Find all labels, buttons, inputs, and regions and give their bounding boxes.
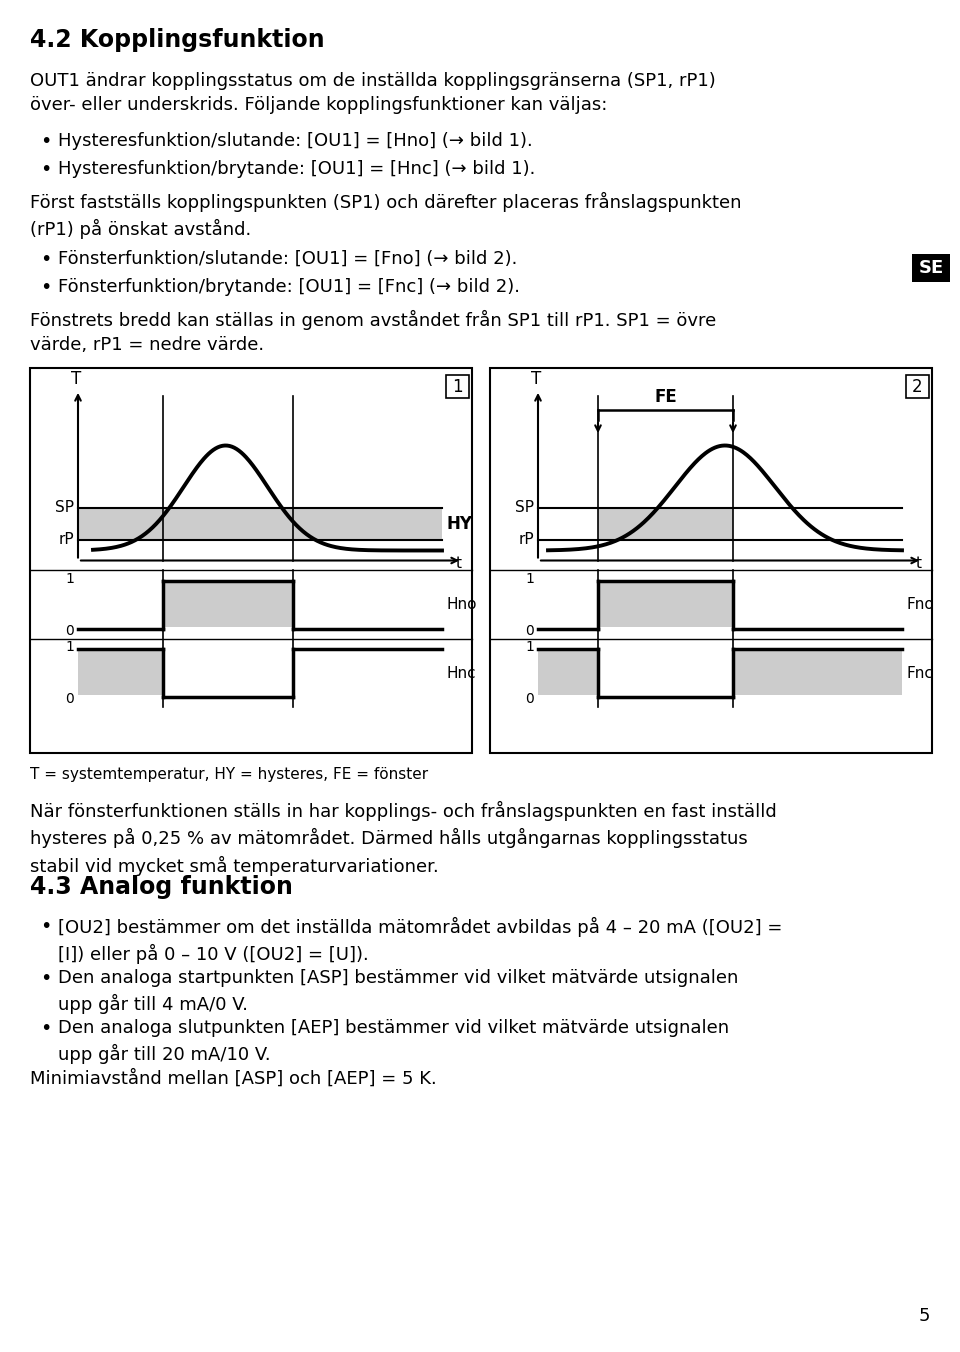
- Text: 0: 0: [65, 623, 74, 638]
- Text: Fönsterfunktion/brytande: [OU1] = [Fnc] (→ bild 2).: Fönsterfunktion/brytande: [OU1] = [Fnc] …: [58, 279, 520, 296]
- Text: 1: 1: [525, 572, 534, 585]
- Bar: [446, 375, 469, 397]
- Text: •: •: [40, 160, 52, 178]
- Text: T = systemtemperatur, HY = hysteres, FE = fönster: T = systemtemperatur, HY = hysteres, FE …: [30, 767, 428, 781]
- Text: Först fastställs kopplingspunkten (SP1) och därefter placeras frånslagspunkten
(: Först fastställs kopplingspunkten (SP1) …: [30, 192, 741, 239]
- Text: När fönsterfunktionen ställs in har kopplings- och frånslagspunkten en fast inst: När fönsterfunktionen ställs in har kopp…: [30, 800, 777, 876]
- Text: T: T: [531, 370, 541, 388]
- Text: Fnc: Fnc: [907, 665, 934, 681]
- Text: 1: 1: [65, 572, 74, 585]
- Bar: [78, 652, 163, 695]
- Text: SE: SE: [919, 260, 944, 277]
- Text: rP: rP: [59, 533, 74, 548]
- Text: OUT1 ändrar kopplingsstatus om de inställda kopplingsgränserna (SP1, rP1)
över- : OUT1 ändrar kopplingsstatus om de instäl…: [30, 72, 716, 115]
- Text: Hnc: Hnc: [447, 665, 476, 681]
- Text: 0: 0: [525, 692, 534, 706]
- Text: •: •: [40, 250, 52, 269]
- Text: •: •: [40, 1019, 52, 1038]
- Bar: [733, 652, 902, 695]
- Bar: [490, 368, 932, 753]
- Text: Fno: Fno: [907, 598, 935, 612]
- Text: Fönstrets bredd kan ställas in genom avståndet från SP1 till rP1. SP1 = övre
vär: Fönstrets bredd kan ställas in genom avs…: [30, 310, 716, 354]
- Text: 5: 5: [919, 1307, 930, 1325]
- Text: •: •: [40, 917, 52, 936]
- Text: 4.3 Analog funktion: 4.3 Analog funktion: [30, 875, 293, 899]
- Text: 4.2 Kopplingsfunktion: 4.2 Kopplingsfunktion: [30, 28, 324, 51]
- Text: Hysteresfunktion/brytande: [OU1] = [Hnc] (→ bild 1).: Hysteresfunktion/brytande: [OU1] = [Hnc]…: [58, 160, 536, 178]
- Text: t: t: [916, 556, 922, 571]
- Bar: [163, 583, 293, 626]
- Text: SP: SP: [515, 500, 534, 515]
- Bar: [30, 368, 472, 753]
- Text: 1: 1: [525, 641, 534, 654]
- Text: rP: rP: [518, 533, 534, 548]
- Text: 2: 2: [912, 377, 923, 396]
- Bar: [598, 508, 733, 539]
- Text: t: t: [456, 556, 462, 571]
- Text: Fönsterfunktion/slutande: [OU1] = [Fno] (→ bild 2).: Fönsterfunktion/slutande: [OU1] = [Fno] …: [58, 250, 517, 268]
- Text: •: •: [40, 279, 52, 297]
- Text: Den analoga startpunkten [ASP] bestämmer vid vilket mätvärde utsignalen
upp går : Den analoga startpunkten [ASP] bestämmer…: [58, 969, 738, 1014]
- Text: SP: SP: [55, 500, 74, 515]
- Text: T: T: [71, 370, 82, 388]
- Text: Den analoga slutpunkten [AEP] bestämmer vid vilket mätvärde utsignalen
upp går t: Den analoga slutpunkten [AEP] bestämmer …: [58, 1019, 730, 1064]
- Text: FE: FE: [654, 388, 677, 406]
- Text: •: •: [40, 132, 52, 151]
- Text: 0: 0: [65, 692, 74, 706]
- Text: •: •: [40, 969, 52, 988]
- Text: HY: HY: [447, 515, 473, 533]
- Text: 1: 1: [65, 641, 74, 654]
- Text: Minimiavstånd mellan [ASP] och [AEP] = 5 K.: Minimiavstånd mellan [ASP] och [AEP] = 5…: [30, 1069, 437, 1087]
- Text: Hysteresfunktion/slutande: [OU1] = [Hno] (→ bild 1).: Hysteresfunktion/slutande: [OU1] = [Hno]…: [58, 132, 533, 150]
- Bar: [906, 375, 929, 397]
- Text: Hno: Hno: [447, 598, 477, 612]
- Bar: [598, 583, 733, 626]
- Bar: [538, 652, 598, 695]
- Text: [OU2] bestämmer om det inställda mätområdet avbildas på 4 – 20 mA ([OU2] =
[I]) : [OU2] bestämmer om det inställda mätområ…: [58, 917, 782, 964]
- Bar: [912, 254, 950, 283]
- Text: 1: 1: [452, 377, 463, 396]
- Text: 0: 0: [525, 623, 534, 638]
- Bar: [78, 508, 442, 539]
